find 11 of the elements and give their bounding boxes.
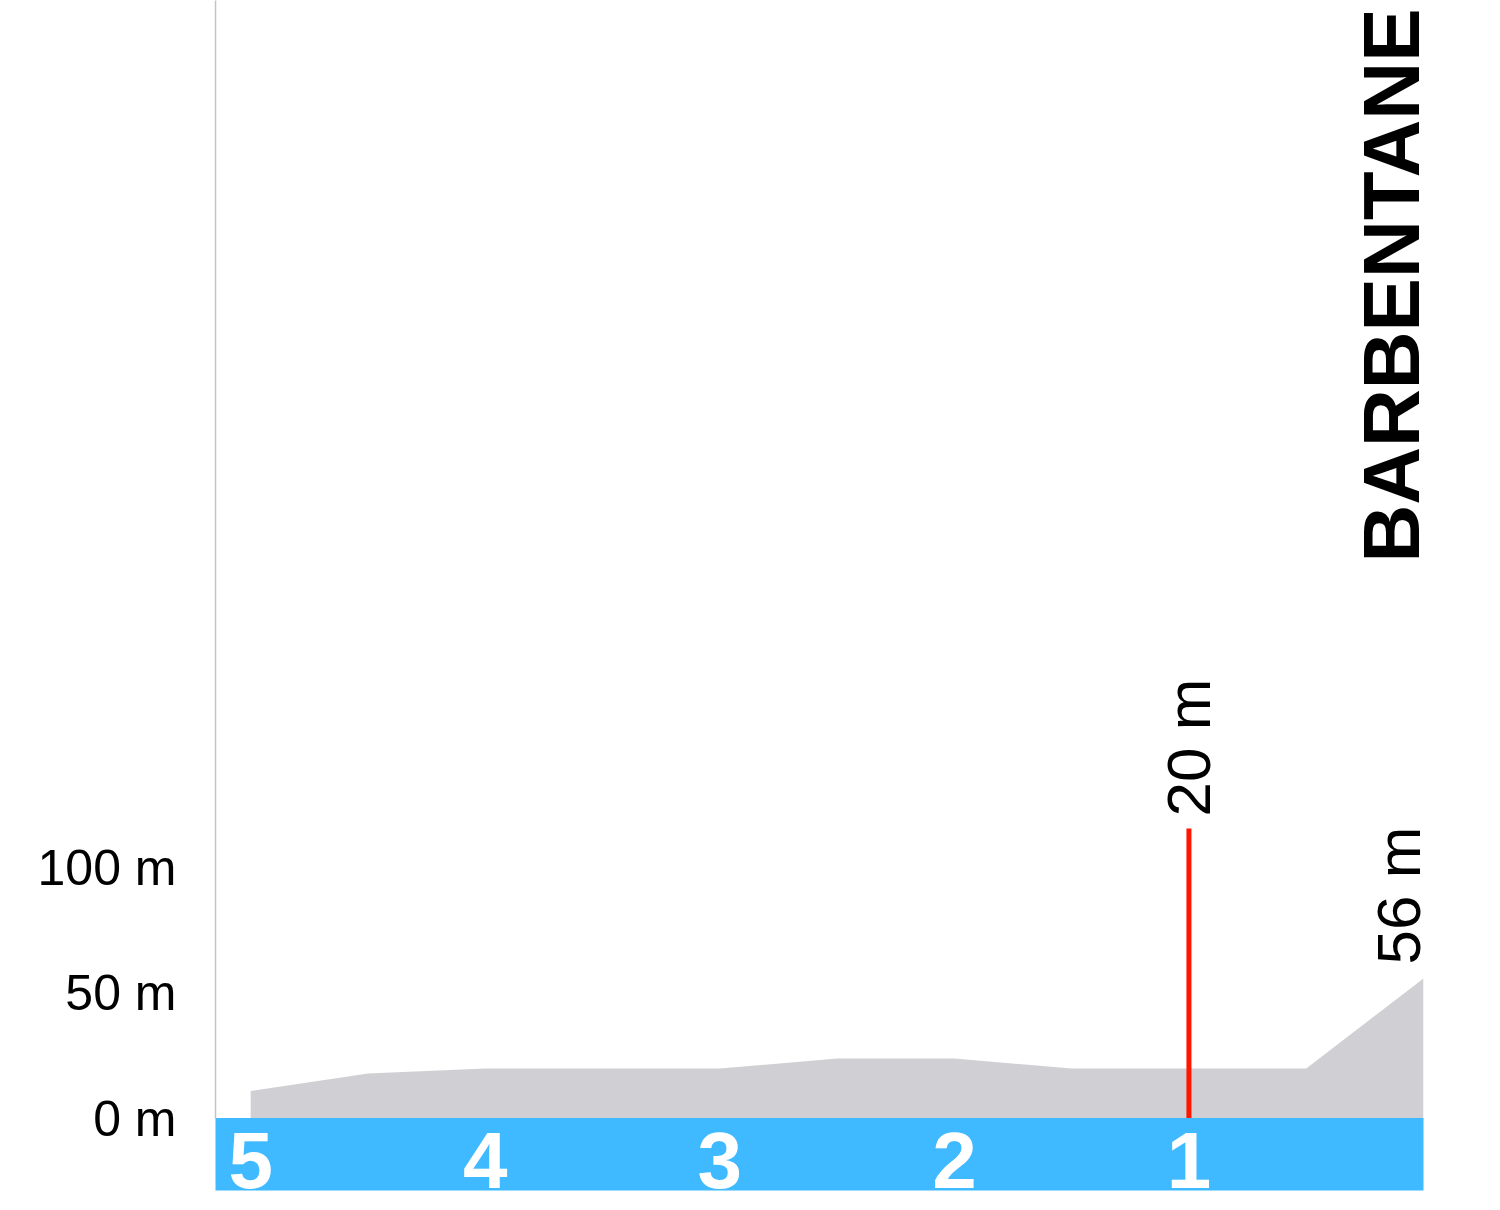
ref-line-label: 20 m bbox=[1154, 678, 1224, 817]
x-tick-label: 2 bbox=[932, 1115, 977, 1205]
y-tick-label: 0 m bbox=[93, 1090, 177, 1147]
y-tick-label: 100 m bbox=[37, 840, 177, 897]
y-tick-label: 50 m bbox=[65, 965, 177, 1022]
x-tick-label: 5 bbox=[228, 1115, 273, 1205]
x-tick-label: 4 bbox=[463, 1115, 508, 1205]
x-tick-label: 3 bbox=[697, 1115, 743, 1205]
text: BARBENTANE bbox=[1347, 8, 1436, 563]
x-tick-label: 1 bbox=[1166, 1115, 1212, 1205]
annotation: 56 m bbox=[1364, 826, 1434, 965]
